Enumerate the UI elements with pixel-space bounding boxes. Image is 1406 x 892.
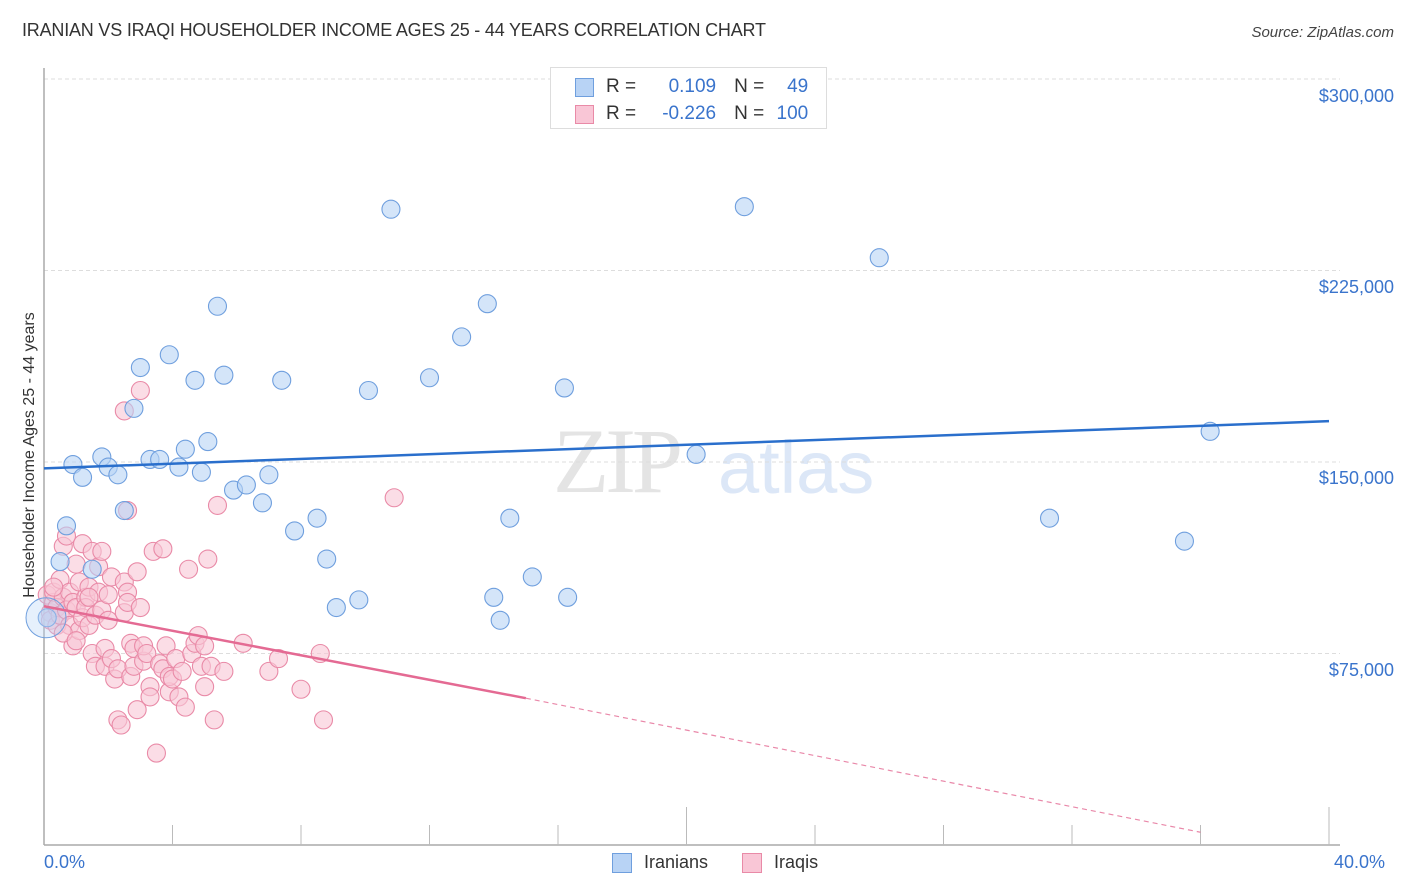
y-tick-150000: $150,000 bbox=[1318, 468, 1394, 488]
series-iraqis-points bbox=[37, 380, 404, 763]
n-value: 100 bbox=[776, 103, 809, 124]
trendlines bbox=[43, 419, 1330, 833]
watermark-zip: ZIP bbox=[553, 410, 683, 512]
r-label: R = bbox=[606, 76, 637, 97]
legend-item-iraqis[interactable]: Iraqis bbox=[742, 852, 818, 873]
n-label: N = bbox=[734, 103, 765, 124]
iranians-swatch bbox=[575, 77, 594, 97]
legend-item-iranians[interactable]: Iranians bbox=[612, 852, 708, 873]
x-tick-min: 0.0% bbox=[44, 852, 86, 872]
n-label: N = bbox=[734, 76, 765, 97]
chart-title: IRANIAN VS IRAQI HOUSEHOLDER INCOME AGES… bbox=[22, 20, 766, 40]
gridlines bbox=[44, 78, 1340, 654]
axes bbox=[43, 68, 1340, 846]
correlation-legend: R = 0.109 N = 49 R = -0.226 N = 100 bbox=[550, 67, 827, 129]
r-value: 0.109 bbox=[668, 76, 717, 97]
x-tick-max: 40.0% bbox=[1334, 852, 1386, 872]
y-tick-225000: $225,000 bbox=[1318, 277, 1394, 297]
series-iranians-points bbox=[25, 197, 1220, 639]
legend-row-iranians: R = 0.109 N = 49 bbox=[575, 75, 808, 99]
y-tick-300000: $300,000 bbox=[1318, 86, 1394, 106]
y-axis-label: Householder Income Ages 25 - 44 years bbox=[21, 312, 38, 598]
iraqis-swatch bbox=[575, 104, 594, 124]
series-legend: Iranians Iraqis bbox=[612, 852, 852, 873]
iranians-swatch bbox=[612, 852, 632, 873]
r-value: -0.226 bbox=[662, 103, 717, 124]
source-label: Source: ZipAtlas.com bbox=[1251, 24, 1394, 41]
legend-label: Iranians bbox=[644, 852, 709, 872]
r-label: R = bbox=[606, 103, 637, 124]
n-value: 49 bbox=[787, 76, 809, 97]
y-tick-75000: $75,000 bbox=[1328, 660, 1394, 680]
iraqis-swatch bbox=[742, 852, 763, 873]
legend-label: Iraqis bbox=[774, 852, 819, 872]
legend-row-iraqis: R = -0.226 N = 100 bbox=[575, 102, 808, 126]
